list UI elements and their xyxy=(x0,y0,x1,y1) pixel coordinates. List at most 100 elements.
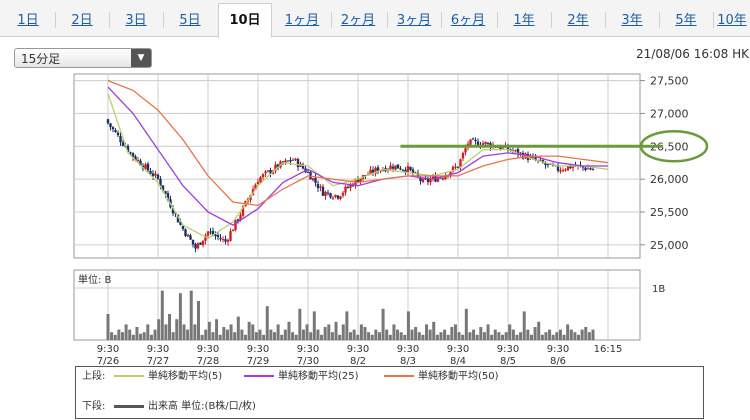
candle-body xyxy=(149,170,152,174)
candle-body xyxy=(319,186,322,188)
candle-body xyxy=(134,156,137,161)
volume-bar xyxy=(526,329,530,340)
candle-body xyxy=(226,240,230,242)
volume-bar xyxy=(196,301,200,340)
tab-6[interactable]: 2ヶ月 xyxy=(340,13,376,28)
volume-bar xyxy=(283,329,287,340)
candle-body xyxy=(136,159,140,161)
volume-bar xyxy=(323,327,327,340)
legend-item-volume: 出来高 単位:(B株/口/枚) xyxy=(114,400,256,414)
candle-body xyxy=(184,229,187,236)
candle-body xyxy=(331,197,335,199)
candle-body xyxy=(559,170,562,172)
volume-bar xyxy=(591,329,595,340)
candle-body xyxy=(581,166,585,168)
candle-body xyxy=(186,234,190,237)
candle-body xyxy=(114,130,117,133)
candle-body xyxy=(286,160,290,162)
candle-body xyxy=(566,166,570,171)
volume-bar xyxy=(548,329,552,340)
volume-bar xyxy=(182,324,186,340)
volume-bar xyxy=(490,334,494,340)
volume-bar xyxy=(370,334,374,340)
x-tick-date: 7/27 xyxy=(147,356,169,366)
volume-bar xyxy=(359,324,363,340)
candle-body xyxy=(321,186,325,196)
candle-body xyxy=(121,142,125,146)
tab-11[interactable]: 3年 xyxy=(621,13,643,28)
volume-bar xyxy=(508,324,512,340)
tab-separator xyxy=(441,12,442,28)
volume-bar xyxy=(124,324,128,340)
volume-bar xyxy=(537,321,541,340)
candle-body xyxy=(476,141,480,146)
volume-bar xyxy=(149,334,153,340)
interval-select[interactable]: 15分足 ▼ xyxy=(14,48,152,68)
candle-body xyxy=(151,173,155,177)
tab-1[interactable]: 2日 xyxy=(71,13,93,28)
volume-bar xyxy=(171,332,175,340)
legend-label-ma5: 単純移動平均(5) xyxy=(148,371,223,382)
tab-8[interactable]: 6ヶ月 xyxy=(450,13,486,28)
candle-body xyxy=(201,240,205,246)
volume-bar xyxy=(555,332,559,340)
candle-body xyxy=(194,243,197,249)
candle-body xyxy=(469,139,472,145)
volume-bar xyxy=(443,329,447,340)
legend-swatch-ma25 xyxy=(244,375,274,377)
candle-body xyxy=(419,177,422,182)
candle-body xyxy=(371,169,375,174)
x-tick-date: 8/2 xyxy=(350,356,366,366)
candle-body xyxy=(516,149,520,155)
tab-5[interactable]: 1ヶ月 xyxy=(284,13,320,28)
candle-body xyxy=(544,163,547,165)
candle-body xyxy=(569,165,572,169)
volume-bar xyxy=(529,334,533,340)
tab-separator xyxy=(163,12,164,28)
tab-4[interactable]: 10日 xyxy=(218,3,272,38)
volume-bar xyxy=(533,327,537,340)
candle-body xyxy=(396,164,400,169)
chevron-down-icon[interactable]: ▼ xyxy=(131,49,151,67)
volume-bar xyxy=(247,321,251,340)
tab-7[interactable]: 3ヶ月 xyxy=(396,13,432,28)
x-tick-date: 7/29 xyxy=(247,356,269,366)
tab-10[interactable]: 2年 xyxy=(567,13,589,28)
volume-bar xyxy=(356,334,360,340)
candle-body xyxy=(471,138,475,140)
volume-bar xyxy=(511,329,515,340)
candle-body xyxy=(454,166,457,168)
volume-bar xyxy=(457,332,461,340)
tab-13[interactable]: 10年 xyxy=(717,13,747,28)
volume-bar xyxy=(453,324,457,340)
volume-bar xyxy=(106,314,110,340)
candle-body xyxy=(326,192,330,194)
volume-tick-label: 1B xyxy=(652,284,665,295)
legend-label-ma25: 単純移動平均(25) xyxy=(278,371,359,382)
volume-bar xyxy=(280,334,284,340)
tab-0[interactable]: 1日 xyxy=(17,13,39,28)
tab-2[interactable]: 3日 xyxy=(125,13,147,28)
annotation-circle xyxy=(639,130,709,163)
candle-body xyxy=(224,239,227,242)
tab-9[interactable]: 1年 xyxy=(513,13,535,28)
candle-body xyxy=(231,229,235,232)
candle-body xyxy=(119,136,122,143)
volume-bar xyxy=(272,332,276,340)
volume-bar xyxy=(486,324,490,340)
volume-bar xyxy=(164,324,168,340)
candle-body xyxy=(204,235,207,241)
candle-body xyxy=(431,176,435,180)
volume-bar xyxy=(522,311,526,340)
x-tick-date: 8/4 xyxy=(450,356,466,366)
volume-bar xyxy=(544,332,548,340)
legend-item-ma25: 単純移動平均(25) xyxy=(244,370,359,384)
candle-body xyxy=(561,170,565,172)
ma-line-2 xyxy=(107,79,609,207)
candle-body xyxy=(546,164,550,166)
candle-body xyxy=(139,160,142,166)
tab-12[interactable]: 5年 xyxy=(675,13,697,28)
x-tick-date: 8/5 xyxy=(500,356,516,366)
tab-3[interactable]: 5日 xyxy=(179,13,201,28)
price-tick-label: 25,000 xyxy=(650,239,689,252)
